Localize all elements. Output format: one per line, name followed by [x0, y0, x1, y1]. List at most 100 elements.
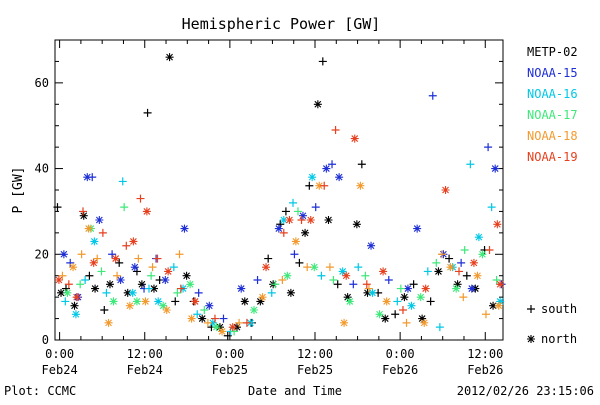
- data-point: [356, 181, 365, 190]
- data-point: [453, 280, 462, 289]
- data-point: [104, 318, 113, 327]
- data-point: [328, 160, 337, 169]
- data-point: [305, 181, 314, 190]
- data-point: [295, 258, 304, 267]
- legend-entry: NOAA-18: [527, 129, 578, 143]
- data-point: [423, 267, 432, 276]
- data-point: [400, 293, 409, 302]
- data-point: [89, 258, 98, 267]
- data-point: [240, 297, 249, 306]
- data-point: [64, 280, 73, 289]
- data-point: [297, 216, 306, 224]
- data-point: [426, 297, 435, 306]
- data-point: [491, 164, 500, 173]
- data-point: [142, 207, 151, 216]
- data-point: [205, 301, 214, 310]
- data-point: [76, 280, 85, 289]
- data-point: [362, 280, 371, 289]
- data-point: [527, 305, 535, 313]
- data-point: [459, 293, 468, 302]
- data-point: [144, 284, 153, 293]
- data-point: [228, 323, 237, 332]
- x-tick-date: Feb25: [212, 363, 248, 377]
- data-point: [186, 280, 195, 289]
- data-point: [407, 301, 416, 310]
- data-point: [381, 314, 390, 323]
- data-point: [333, 280, 342, 289]
- data-point: [496, 297, 505, 306]
- data-point: [340, 318, 349, 327]
- data-point: [481, 310, 490, 319]
- data-point: [485, 246, 494, 254]
- data-point: [85, 271, 94, 280]
- data-point: [489, 301, 498, 310]
- legend-entry: NOAA-17: [527, 108, 578, 122]
- data-point: [116, 276, 125, 284]
- data-series: [61, 160, 505, 336]
- marker-legend: south north: [527, 302, 577, 346]
- data-point: [354, 263, 363, 272]
- data-point: [403, 284, 412, 293]
- data-point: [342, 271, 351, 280]
- data-point: [322, 164, 331, 173]
- data-point: [484, 143, 493, 152]
- data-point: [382, 297, 391, 306]
- legend-entry: METP-02: [527, 45, 578, 59]
- data-point: [137, 280, 146, 289]
- legend-entry: NOAA-15: [527, 66, 578, 80]
- data-point: [473, 271, 482, 280]
- legend-entry: NOAA-16: [527, 87, 578, 101]
- x-tick-label: 0:00: [45, 347, 74, 361]
- data-point: [77, 250, 86, 259]
- legend-entry: NOAA-19: [527, 150, 578, 164]
- data-point: [457, 258, 466, 267]
- data-point: [71, 310, 80, 319]
- data-point: [120, 203, 129, 212]
- data-point: [108, 250, 117, 259]
- data-point: [487, 203, 496, 212]
- data-point: [349, 280, 358, 289]
- data-point: [91, 284, 100, 293]
- data-point: [162, 306, 171, 314]
- data-point: [194, 288, 203, 297]
- data-point: [310, 263, 319, 272]
- data-point: [393, 297, 402, 306]
- data-point: [267, 288, 276, 297]
- data-point: [311, 203, 320, 212]
- data-point: [81, 276, 90, 284]
- data-point: [379, 267, 388, 276]
- data-series: [53, 53, 498, 340]
- data-point: [352, 220, 361, 229]
- data-point: [384, 276, 393, 284]
- data-point: [88, 173, 97, 182]
- data-point: [434, 267, 443, 276]
- data-point: [329, 276, 338, 284]
- data-point: [118, 177, 127, 186]
- data-point: [187, 314, 196, 323]
- data-point: [402, 318, 411, 327]
- data-point: [271, 280, 280, 289]
- x-axis: 0:00 Feb24 12:00 Feb24 0:00 Feb25 12:00 Feb25 0:…: [42, 40, 503, 377]
- x-tick-date: Feb24: [42, 363, 78, 377]
- x-tick-date: Feb26: [382, 363, 418, 377]
- data-point: [57, 288, 66, 297]
- data-point: [325, 263, 334, 272]
- data-point: [416, 293, 425, 302]
- data-point: [264, 254, 273, 263]
- data-point: [343, 293, 352, 302]
- data-point: [134, 254, 143, 263]
- data-series: [63, 203, 501, 336]
- data-point: [256, 297, 265, 306]
- data-point: [398, 306, 407, 314]
- data-point: [258, 293, 267, 302]
- x-tick-date: Feb25: [297, 363, 333, 377]
- data-point: [109, 297, 118, 306]
- plot-credit: Plot: CCMC: [4, 384, 76, 398]
- data-point: [90, 237, 99, 246]
- data-point: [149, 284, 158, 293]
- data-point: [494, 301, 503, 310]
- data-point: [66, 258, 75, 267]
- data-point: [466, 160, 475, 169]
- data-point: [97, 267, 106, 276]
